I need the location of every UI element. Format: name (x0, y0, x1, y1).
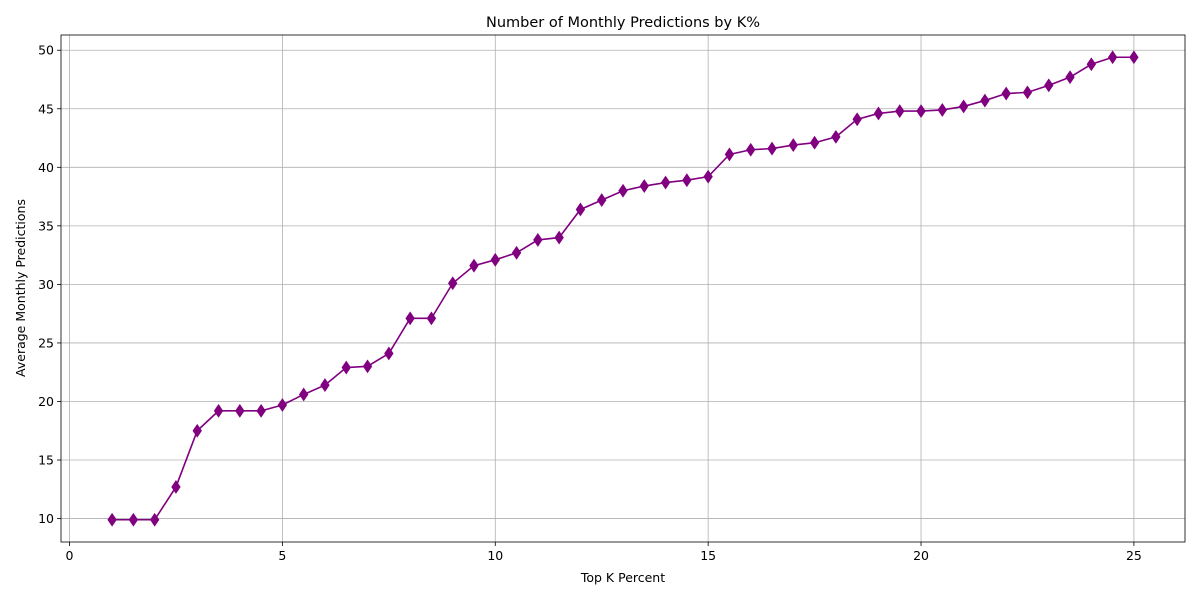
data-point (980, 93, 990, 108)
data-point (703, 169, 713, 184)
data-point (1086, 57, 1097, 72)
y-tick-label: 50 (38, 43, 54, 58)
y-tick-label: 35 (38, 218, 54, 233)
data-point (788, 138, 798, 152)
y-tick-label: 20 (38, 394, 54, 409)
grid-lines (61, 35, 1185, 542)
data-point (1107, 50, 1118, 65)
data-point (660, 175, 671, 190)
y-tick-label: 40 (38, 160, 54, 175)
x-tick-label: 10 (487, 548, 503, 563)
y-axis-label: Average Monthly Predictions (13, 199, 28, 377)
y-tick-label: 10 (38, 511, 54, 526)
data-point (873, 106, 884, 121)
chart-title: Number of Monthly Predictions by K% (486, 15, 760, 31)
data-point (746, 142, 756, 157)
data-point (618, 183, 628, 198)
y-tick-label: 15 (38, 453, 54, 468)
y-tick-label: 45 (38, 101, 54, 116)
data-point (469, 258, 479, 273)
x-tick-label: 5 (278, 548, 286, 563)
data-point (895, 104, 905, 119)
data-point (533, 232, 543, 247)
data-point (1129, 50, 1139, 65)
data-point (1065, 70, 1075, 85)
axis-ticks: 0 5 10 15 20 25 10 15 20 25 30 35 40 45 50 (38, 43, 1142, 563)
data-point (448, 276, 458, 291)
data-point (426, 311, 437, 326)
series-line (112, 56, 1134, 521)
data-point (682, 173, 692, 188)
data-point (916, 104, 926, 119)
data-point (1044, 78, 1054, 93)
data-point (724, 147, 735, 162)
data-point (405, 311, 415, 326)
data-point (490, 252, 500, 267)
data-point (256, 403, 266, 418)
data-point (831, 129, 841, 144)
series-layer (107, 50, 1139, 527)
data-point (192, 423, 202, 438)
data-point (958, 99, 969, 114)
data-point (511, 245, 522, 260)
data-point (171, 480, 181, 494)
data-point (1001, 86, 1011, 101)
plot-frame (60, 34, 1186, 543)
data-point (639, 179, 649, 193)
data-point (128, 512, 139, 527)
data-point (1022, 85, 1033, 100)
x-tick-label: 25 (1126, 548, 1142, 563)
y-tick-label: 30 (38, 277, 54, 292)
x-tick-label: 20 (913, 548, 929, 563)
data-point (362, 359, 373, 374)
data-point (937, 103, 948, 117)
data-point (107, 512, 117, 527)
data-point (298, 387, 309, 402)
data-point (575, 202, 586, 217)
y-tick-label: 25 (38, 335, 54, 350)
data-point (554, 230, 564, 245)
data-point (809, 135, 820, 150)
data-point (149, 512, 160, 527)
x-tick-label: 0 (66, 548, 74, 563)
x-tick-label: 15 (700, 548, 716, 563)
data-point (384, 346, 394, 361)
data-point (767, 141, 777, 156)
data-point (235, 403, 245, 418)
data-point (597, 193, 607, 208)
x-axis-label: Top K Percent (580, 570, 665, 585)
data-point (213, 403, 224, 418)
data-point (852, 112, 862, 127)
data-point (341, 360, 351, 375)
data-point (320, 378, 330, 393)
data-point (277, 398, 288, 412)
